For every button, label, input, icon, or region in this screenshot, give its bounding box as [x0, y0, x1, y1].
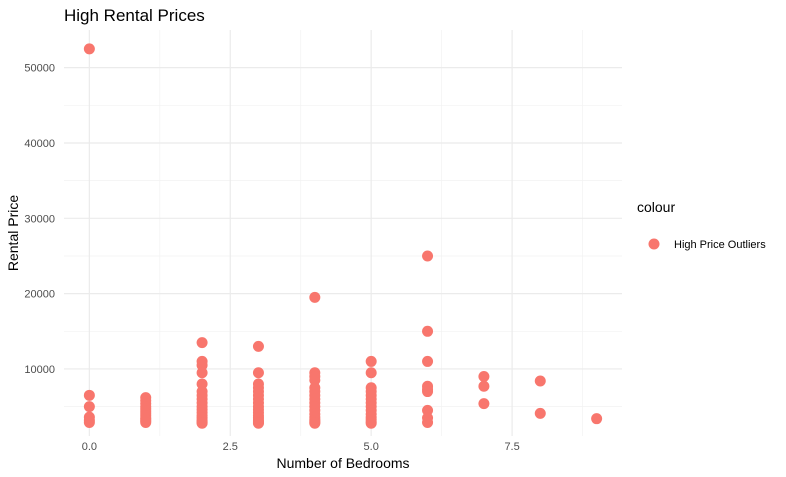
data-point	[365, 367, 377, 379]
x-axis-tick-labels: 0.0 2.5 5.0 7.5	[82, 441, 520, 453]
data-point	[196, 417, 208, 429]
x-axis-title: Number of Bedrooms	[276, 455, 409, 471]
y-axis-title: Rental Price	[5, 195, 21, 271]
data-point	[478, 380, 490, 392]
data-point	[422, 386, 434, 398]
x-tick-label: 7.5	[504, 441, 519, 453]
data-point	[196, 359, 208, 371]
y-tick-label: 40000	[24, 138, 55, 150]
x-tick-label: 2.5	[223, 441, 238, 453]
data-point	[83, 389, 95, 401]
data-point	[83, 43, 95, 55]
data-point	[422, 404, 434, 416]
legend-key-high-price-outliers	[648, 238, 660, 250]
data-point	[534, 375, 546, 387]
data-point	[365, 355, 377, 367]
y-tick-label: 10000	[24, 364, 55, 376]
data-point	[422, 355, 434, 367]
data-point	[309, 291, 321, 303]
data-point	[252, 417, 264, 429]
chart-title: High Rental Prices	[64, 6, 205, 25]
data-point	[422, 416, 434, 428]
data-point	[196, 367, 208, 379]
data-point	[140, 416, 152, 428]
y-tick-label: 50000	[24, 63, 55, 75]
data-point	[478, 398, 490, 410]
data-point	[309, 417, 321, 429]
legend: colour High Price Outliers	[637, 199, 766, 251]
major-gridlines	[64, 30, 622, 436]
data-point	[534, 407, 546, 419]
data-point	[83, 401, 95, 413]
y-axis-tick-labels: 10000 20000 30000 40000 50000	[24, 63, 55, 376]
minor-gridlines	[64, 30, 622, 436]
data-point	[196, 378, 208, 390]
data-point	[365, 417, 377, 429]
data-point	[591, 413, 603, 425]
data-point	[422, 325, 434, 337]
data-point	[309, 374, 321, 386]
x-tick-label: 0.0	[82, 441, 97, 453]
data-point	[196, 337, 208, 349]
y-tick-label: 20000	[24, 289, 55, 301]
data-points	[83, 43, 603, 429]
data-point	[252, 367, 264, 379]
x-tick-label: 5.0	[364, 441, 379, 453]
data-point	[478, 370, 490, 382]
y-tick-label: 30000	[24, 213, 55, 225]
data-point	[422, 250, 434, 262]
legend-title: colour	[637, 199, 675, 215]
legend-label-high-price-outliers: High Price Outliers	[674, 239, 766, 251]
data-point	[252, 340, 264, 352]
data-point	[83, 416, 95, 428]
